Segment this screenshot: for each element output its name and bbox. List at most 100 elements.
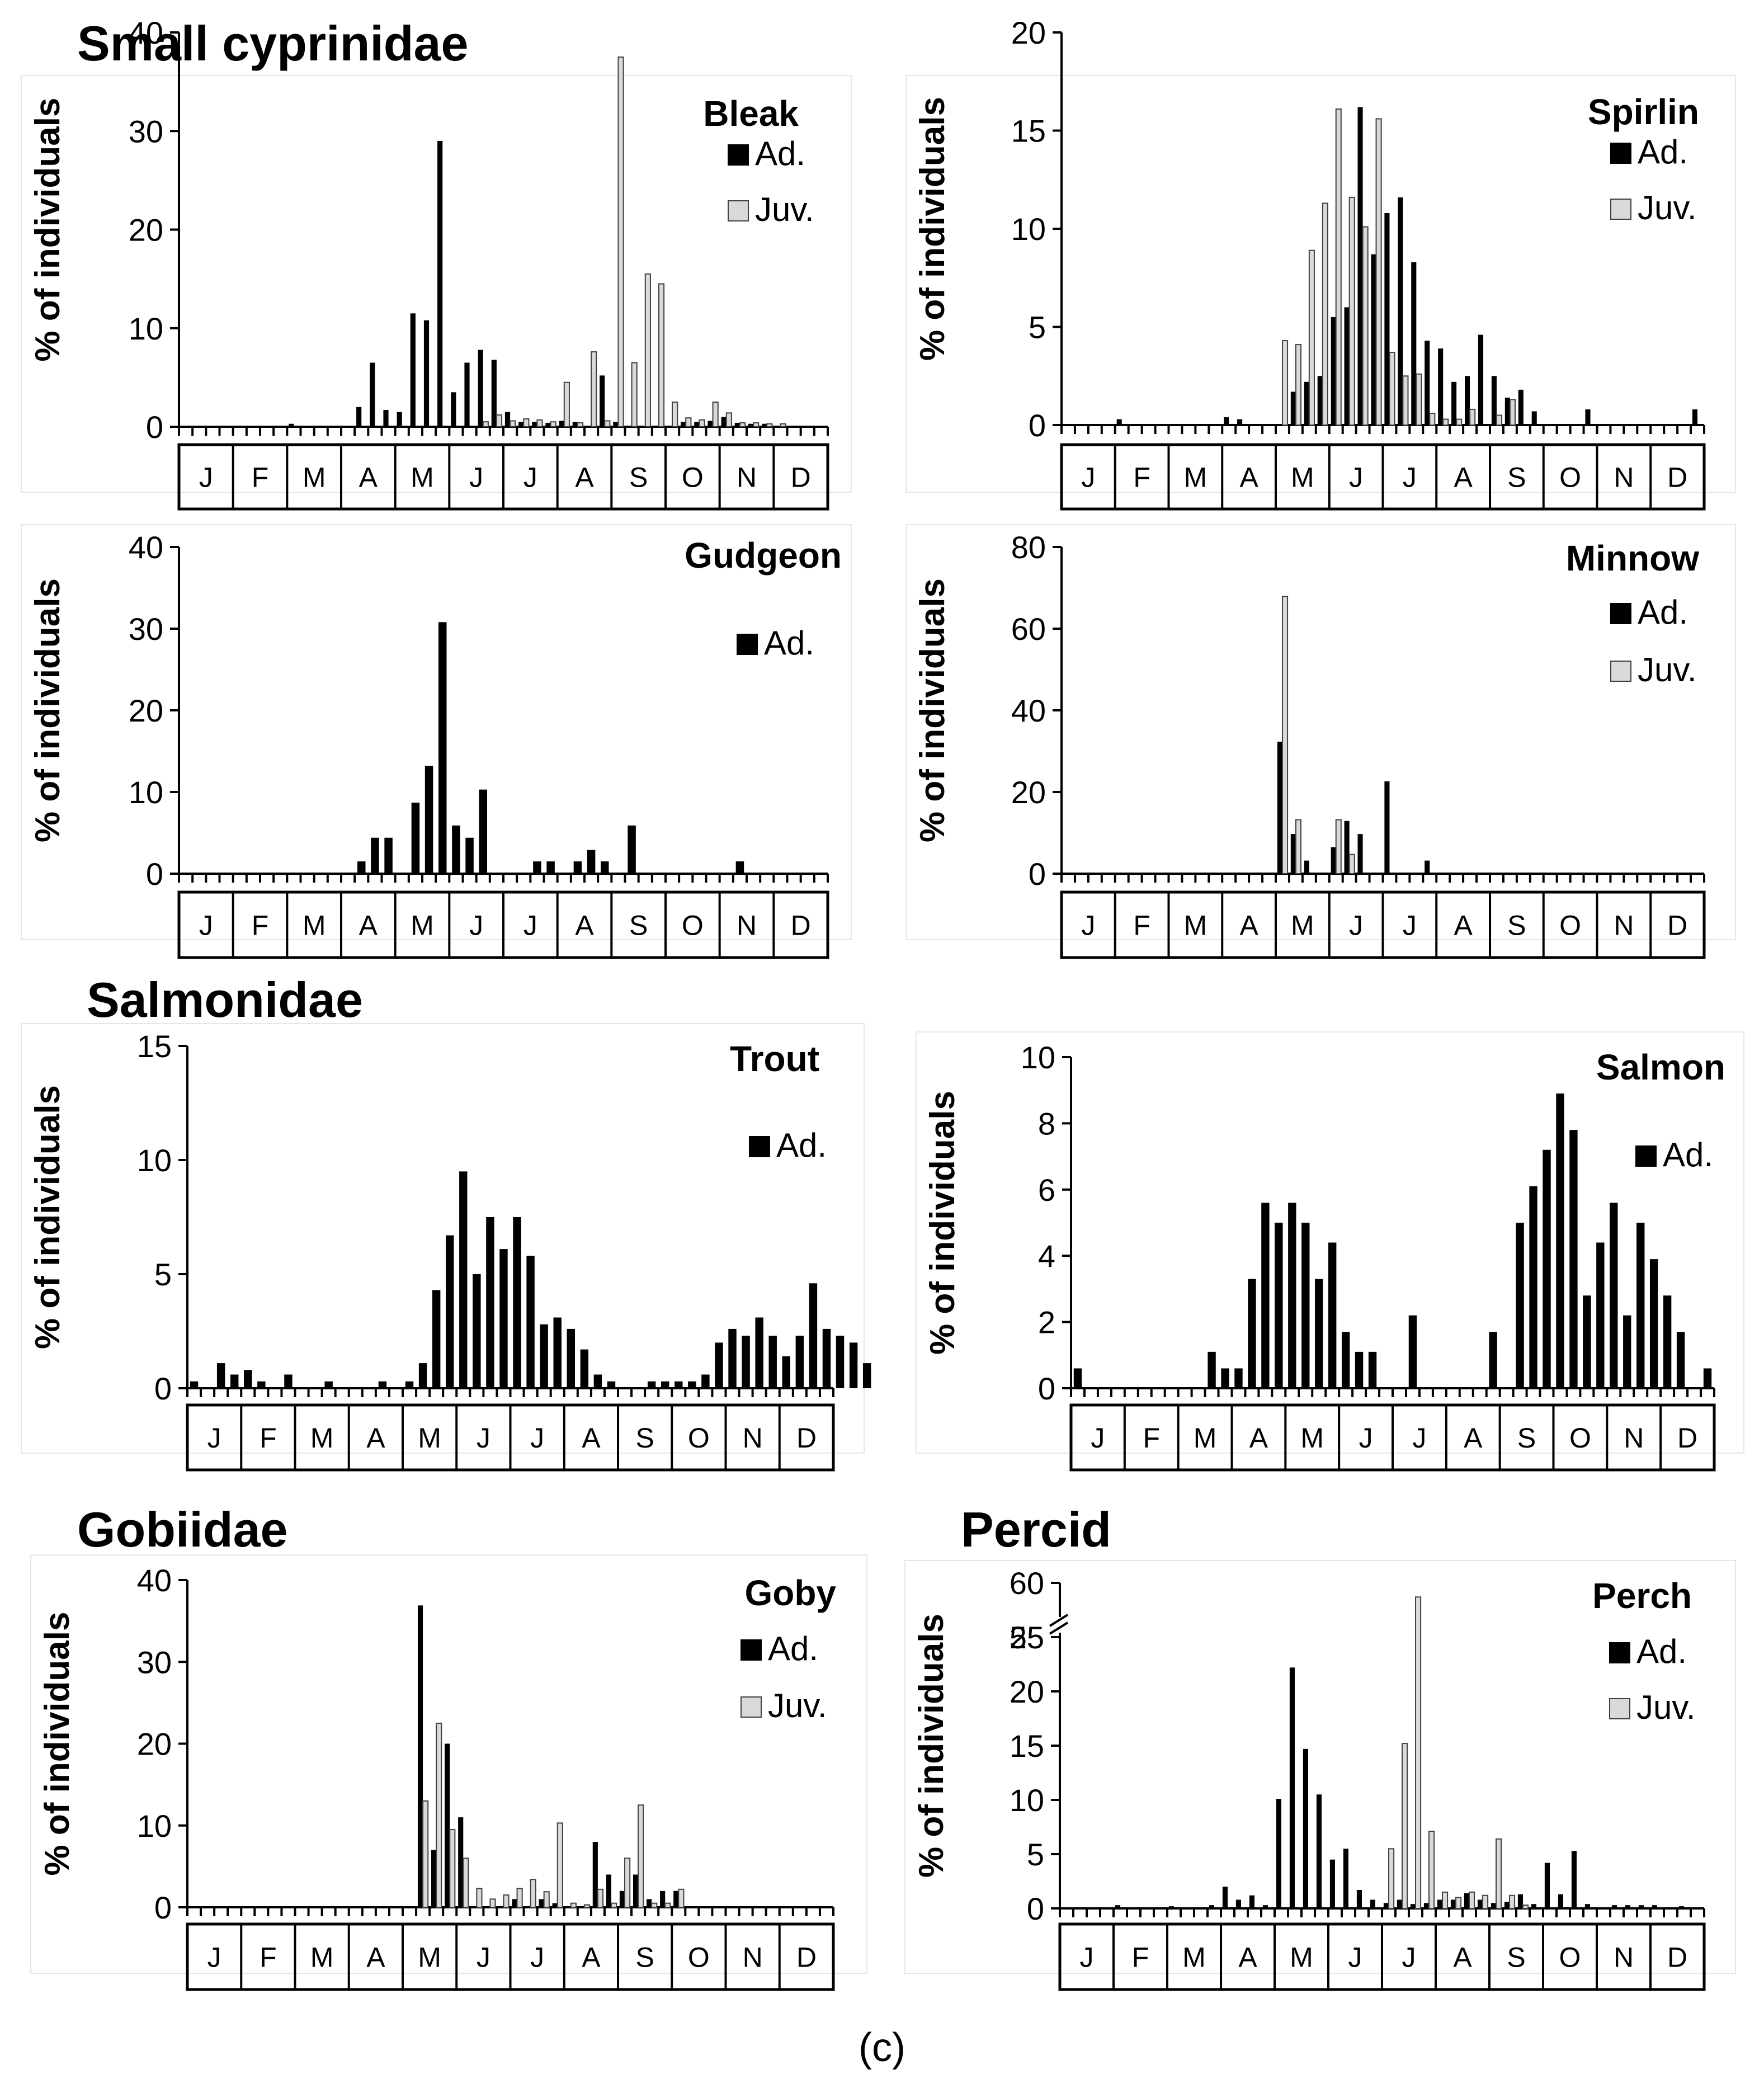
bar-adult [190, 1381, 199, 1388]
month-label: J [530, 1422, 544, 1454]
month-label: N [1614, 1942, 1634, 1973]
bar-juvenile [1428, 1831, 1435, 1910]
month-label: S [635, 1942, 654, 1973]
bar-adult [572, 422, 578, 427]
bar-adult [216, 1363, 225, 1388]
bar-adult [370, 362, 375, 427]
bar-adult [1584, 1904, 1590, 1908]
month-label: J [477, 1942, 490, 1973]
month-label: D [791, 462, 811, 493]
bar-juvenile [482, 421, 489, 427]
month-label: S [635, 1422, 654, 1454]
bar-adult [1408, 1315, 1417, 1388]
bar-adult [504, 412, 511, 427]
y-tick-label: 10 [1010, 1783, 1044, 1818]
bar-adult [1317, 376, 1323, 425]
bar-juvenile [476, 1888, 483, 1908]
bar-juvenile [489, 1898, 496, 1908]
bar-juvenile [1442, 418, 1449, 426]
bar-adult [1209, 1905, 1214, 1908]
bar-adult [1585, 409, 1591, 425]
month-label: N [737, 462, 757, 493]
bar-adult [1531, 1904, 1536, 1908]
bar-adult [512, 1899, 517, 1907]
bar-adult [1518, 389, 1524, 425]
bar-adult [1290, 392, 1296, 425]
bar-adult [735, 861, 744, 874]
month-label: J [207, 1942, 221, 1973]
bar-adult [1384, 213, 1390, 425]
panel-gudgeon: 0 10 20 30 40 % of individuals J F M A M J J A S O N D Gud… [21, 524, 852, 959]
bar-adult [1516, 1223, 1524, 1388]
month-label: N [743, 1422, 763, 1454]
month-label: M [1290, 1942, 1313, 1973]
bar-juvenile [570, 1902, 577, 1908]
month-label: J [207, 1422, 221, 1454]
bar-juvenile [1415, 1596, 1422, 1909]
bar-juvenile [530, 1879, 536, 1908]
legend-swatch-juvenile [728, 200, 749, 221]
bar-adult [445, 1743, 450, 1907]
bar-adult [688, 1381, 696, 1388]
bar-juvenile [624, 1858, 631, 1908]
bar-juvenile [699, 419, 705, 427]
month-label: F [1133, 462, 1150, 493]
month-label: M [303, 462, 326, 493]
panel-title: Spirlin [1588, 92, 1699, 132]
y-tick-label: 0 [154, 1371, 172, 1406]
bar-adult [423, 320, 430, 427]
month-label: A [359, 910, 378, 941]
bar-adult [532, 422, 537, 427]
bar-adult [1558, 1894, 1563, 1908]
y-axis-label: % of individuals [38, 1612, 77, 1876]
bar-juvenile [664, 1902, 671, 1908]
legend-swatch-adult [1609, 1642, 1630, 1663]
bar-adult [1357, 107, 1363, 425]
month-label: N [1624, 1422, 1644, 1454]
bar-adult [1625, 1905, 1630, 1908]
y-tick-label: 8 [1038, 1106, 1055, 1141]
bar-juvenile [739, 422, 746, 428]
panel-title: Gudgeon [685, 535, 842, 576]
bar-adult [1531, 411, 1537, 425]
y-tick-label: 2 [1038, 1305, 1055, 1340]
bar-adult [1437, 1899, 1442, 1908]
bar-juvenile [766, 423, 773, 428]
legend-swatch-adult [1610, 603, 1631, 624]
bar-adult [1491, 1903, 1496, 1908]
y-tick-label: 80 [1011, 530, 1046, 565]
bar-adult [633, 1874, 639, 1907]
bar-adult [1477, 1899, 1483, 1908]
group-title-gobiidae: Gobiidae [77, 1502, 288, 1557]
bar-adult [1692, 409, 1698, 425]
bar-juvenile [1389, 352, 1395, 426]
legend-label-adult: Ad. [768, 1630, 818, 1667]
legend-label-juvenile: Juv. [1636, 1689, 1696, 1726]
legend-label-adult: Ad. [764, 624, 814, 662]
bar-juvenile [638, 1804, 644, 1908]
bar-adult [417, 1605, 423, 1907]
bar-adult [284, 1374, 293, 1388]
month-label: O [1559, 1942, 1581, 1973]
bar-adult [1208, 1351, 1216, 1388]
bar-adult [647, 1899, 652, 1907]
bar-adult [1288, 1203, 1296, 1388]
bar-adult [601, 861, 609, 874]
bar-adult [755, 1317, 763, 1388]
legend-label-adult: Ad. [1663, 1136, 1713, 1173]
bar-juvenile [503, 1894, 510, 1908]
month-label: M [1184, 910, 1208, 941]
month-label: J [1403, 910, 1417, 941]
y-tick-label: 20 [129, 693, 163, 728]
y-tick-label: 0 [1027, 1891, 1044, 1926]
y-tick-label: 4 [1038, 1238, 1055, 1274]
month-label: M [418, 1422, 441, 1454]
bar-adult [1464, 376, 1470, 425]
bar-juvenile [1469, 1891, 1475, 1909]
bar-juvenile [563, 381, 570, 427]
month-label: A [575, 462, 594, 493]
bar-adult [526, 1256, 535, 1388]
bar-adult [1678, 1906, 1684, 1908]
